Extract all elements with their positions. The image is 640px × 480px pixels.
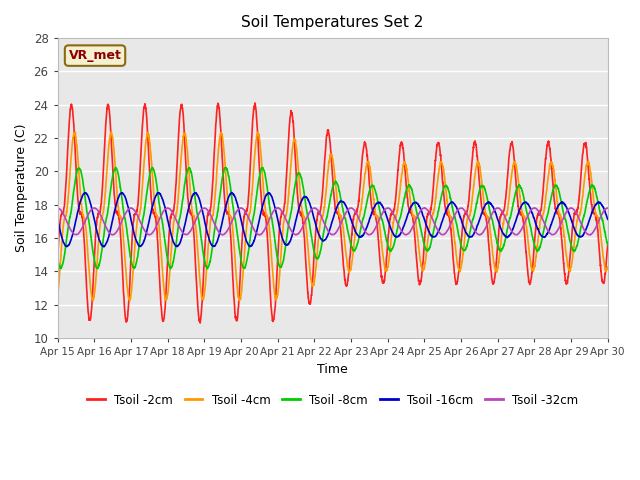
Tsoil -16cm <box>604 216 612 222</box>
Tsoil -2cm <box>225 212 232 218</box>
Tsoil -2cm <box>434 141 442 147</box>
Tsoil -8cm <box>119 204 127 210</box>
Tsoil -2cm <box>479 210 486 216</box>
Line: Tsoil -16cm: Tsoil -16cm <box>58 192 608 247</box>
Tsoil -2cm <box>251 100 259 106</box>
Tsoil -2cm <box>54 255 61 261</box>
Tsoil -4cm <box>604 264 612 270</box>
Tsoil -8cm <box>604 241 612 247</box>
Tsoil -2cm <box>120 292 127 298</box>
Tsoil -32cm <box>54 205 61 211</box>
Tsoil -32cm <box>256 232 264 238</box>
Tsoil -4cm <box>108 129 115 135</box>
Line: Tsoil -4cm: Tsoil -4cm <box>58 132 608 301</box>
Tsoil -16cm <box>225 194 232 200</box>
Tsoil -2cm <box>88 296 96 301</box>
Tsoil -8cm <box>434 210 442 216</box>
Tsoil -16cm <box>246 244 254 250</box>
Tsoil -4cm <box>88 295 96 301</box>
Tsoil -16cm <box>479 207 486 213</box>
Tsoil -32cm <box>119 216 127 221</box>
Tsoil -32cm <box>604 205 612 211</box>
Tsoil -2cm <box>196 320 204 326</box>
Tsoil -2cm <box>604 241 612 247</box>
Line: Tsoil -8cm: Tsoil -8cm <box>58 168 608 269</box>
Tsoil -16cm <box>88 207 96 213</box>
Tsoil -16cm <box>228 190 236 195</box>
Tsoil -4cm <box>434 174 442 180</box>
Tsoil -4cm <box>479 189 486 194</box>
Tsoil -8cm <box>120 210 127 216</box>
Tsoil -4cm <box>225 208 233 214</box>
Tsoil -8cm <box>88 244 96 250</box>
Tsoil -32cm <box>479 230 486 236</box>
Tsoil -32cm <box>434 228 442 233</box>
Tsoil -16cm <box>119 191 127 196</box>
Tsoil -8cm <box>166 266 174 272</box>
Line: Tsoil -2cm: Tsoil -2cm <box>58 103 608 323</box>
Y-axis label: Soil Temperature (C): Soil Temperature (C) <box>15 124 28 252</box>
Tsoil -4cm <box>120 241 128 247</box>
Tsoil -4cm <box>54 292 61 298</box>
Tsoil -32cm <box>274 205 282 211</box>
Tsoil -8cm <box>54 257 61 263</box>
Tsoil -32cm <box>120 214 127 220</box>
Tsoil -16cm <box>54 217 61 223</box>
Line: Tsoil -32cm: Tsoil -32cm <box>58 208 608 235</box>
Tsoil -4cm <box>119 231 127 237</box>
Legend: Tsoil -2cm, Tsoil -4cm, Tsoil -8cm, Tsoil -16cm, Tsoil -32cm: Tsoil -2cm, Tsoil -4cm, Tsoil -8cm, Tsoi… <box>82 389 583 411</box>
Tsoil -16cm <box>434 229 442 235</box>
Tsoil -4cm <box>125 298 133 304</box>
X-axis label: Time: Time <box>317 362 348 375</box>
Tsoil -16cm <box>120 192 127 197</box>
Tsoil -8cm <box>479 183 486 189</box>
Tsoil -32cm <box>225 226 232 231</box>
Tsoil -8cm <box>148 165 156 170</box>
Tsoil -32cm <box>88 206 96 212</box>
Tsoil -8cm <box>225 174 233 180</box>
Text: VR_met: VR_met <box>68 49 122 62</box>
Title: Soil Temperatures Set 2: Soil Temperatures Set 2 <box>241 15 424 30</box>
Tsoil -2cm <box>119 277 127 283</box>
